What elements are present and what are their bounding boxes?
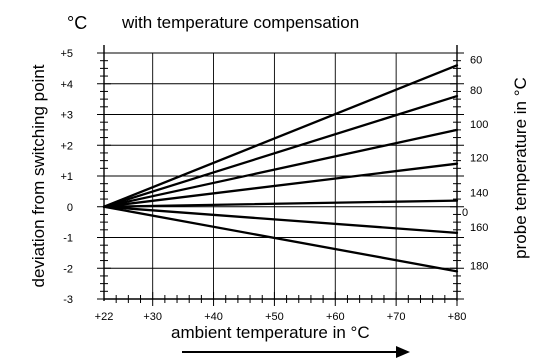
series-line-100 <box>102 128 459 208</box>
series-label-160: 160 <box>470 222 488 234</box>
series-line-120 <box>102 162 459 208</box>
series-label-180: 180 <box>470 260 488 272</box>
y-tick-label: +4 <box>60 79 73 91</box>
series-line-140 <box>102 199 459 208</box>
direction-arrow <box>182 346 410 358</box>
y-tick-labels: +5 +4 +3 +2 +1 0 -1 -2 -3 <box>60 48 73 306</box>
y-tick-label: +1 <box>60 171 73 183</box>
x-tick-label: +22 <box>95 311 114 323</box>
y2-axis-label: probe temperature in °C <box>511 77 530 259</box>
series-labels: 60 80 100 120 140 160 180 <box>470 54 488 272</box>
y-tick-label: +3 <box>60 110 73 122</box>
y-axis-label: deviation from switching point <box>29 64 48 287</box>
y-tick-label: -3 <box>63 294 73 306</box>
series-label-140: 140 <box>470 188 488 200</box>
series-label-100: 100 <box>470 119 488 131</box>
x-tick-label: +80 <box>448 311 467 323</box>
series-lines <box>102 64 459 273</box>
series-label-120: 120 <box>470 153 488 165</box>
minor-ticks <box>97 52 464 306</box>
y-tick-label: -2 <box>63 263 73 275</box>
series-line-160 <box>102 205 459 235</box>
y-tick-label: +2 <box>60 140 73 152</box>
series-line-180 <box>102 205 459 273</box>
x-axis-label: ambient temperature in °C <box>171 323 370 342</box>
y2-zero-label: 0 <box>462 207 468 219</box>
y-tick-label: -1 <box>63 233 73 245</box>
y-tick-label: +5 <box>60 48 73 60</box>
x-tick-label: +30 <box>143 311 162 323</box>
x-tick-label: +70 <box>387 311 406 323</box>
x-tick-labels: +22 +30 +40 +50 +60 +70 +80 <box>95 311 467 323</box>
x-tick-label: +40 <box>204 311 223 323</box>
grid <box>104 53 457 299</box>
chart-title: with temperature compensation <box>121 13 359 32</box>
x-tick-label: +60 <box>326 311 345 323</box>
series-line-60 <box>102 64 459 208</box>
series-line-80 <box>102 94 459 208</box>
x-tick-label: +50 <box>265 311 284 323</box>
series-label-80: 80 <box>470 85 482 97</box>
axes <box>103 45 458 301</box>
y-unit-label: °C <box>67 13 87 33</box>
series-label-60: 60 <box>470 54 482 66</box>
y-tick-label: 0 <box>67 202 73 214</box>
